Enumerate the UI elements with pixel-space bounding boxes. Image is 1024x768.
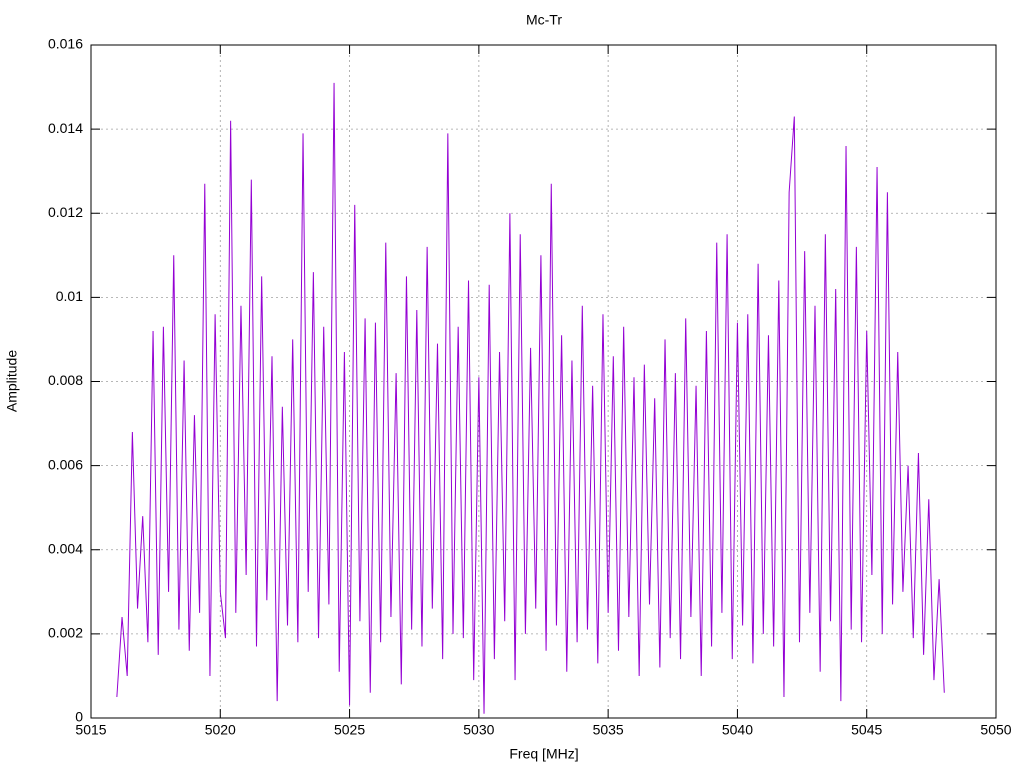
plot-frame: [90, 44, 997, 719]
x-tick-label: 5025: [334, 722, 365, 738]
y-tick-label: 0.006: [48, 456, 83, 472]
y-tick-label: 0: [75, 709, 83, 725]
y-tick-label: 0.002: [48, 625, 83, 641]
x-tick-label: 5015: [75, 722, 106, 738]
x-tick-label: 5035: [593, 722, 624, 738]
x-axis-label: Freq [MHz]: [509, 746, 578, 762]
y-tick-label: 0.016: [48, 36, 83, 52]
data-line: [116, 82, 945, 714]
x-tick-label: 5030: [463, 722, 494, 738]
x-tick-label: 5040: [722, 722, 753, 738]
x-tick-label: 5050: [980, 722, 1011, 738]
x-tick-label: 5020: [205, 722, 236, 738]
y-tick-label: 0.012: [48, 204, 83, 220]
y-tick-label: 0.01: [56, 288, 83, 304]
y-tick-label: 0.008: [48, 372, 83, 388]
y-axis-label: Amplitude: [4, 350, 20, 412]
y-tick-label: 0.014: [48, 120, 83, 136]
y-tick-label: 0.004: [48, 540, 83, 556]
chart-title: Mc-Tr: [526, 12, 562, 28]
x-tick-label: 5045: [851, 722, 882, 738]
